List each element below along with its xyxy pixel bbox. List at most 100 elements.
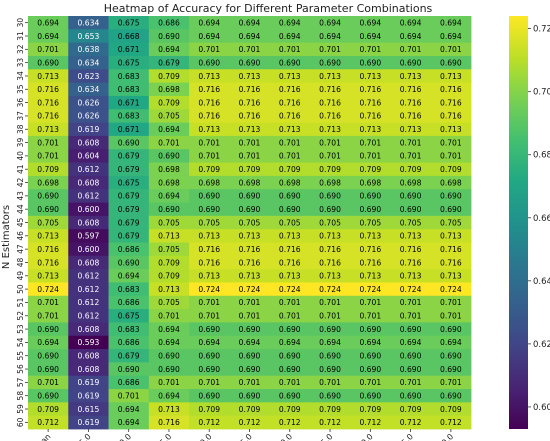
heatmap-cell (108, 42, 150, 57)
heatmap-cell (108, 202, 150, 217)
cell-value-label: 0.705 (440, 218, 462, 227)
heatmap-cell (430, 375, 472, 390)
heatmap-cell (269, 362, 311, 377)
y-tick-label: 55 (16, 351, 25, 361)
heatmap-cell (350, 29, 391, 44)
heatmap-cell (28, 42, 69, 57)
heatmap-cell (68, 189, 109, 203)
colorbar-tick-label: 0.70 (533, 88, 550, 98)
y-tick-label: 56 (16, 364, 25, 374)
cell-value-label: 0.690 (440, 365, 462, 374)
cell-value-label: 0.694 (158, 45, 180, 54)
heatmap-cell (269, 349, 311, 363)
heatmap-cell (68, 269, 109, 283)
heatmap-cell (269, 402, 311, 417)
cell-value-label: 0.701 (279, 298, 301, 307)
heatmap-cell (309, 349, 351, 363)
cell-value-label: 0.694 (400, 32, 422, 41)
heatmap-cell (269, 375, 311, 390)
cell-value-label: 0.690 (37, 391, 59, 400)
heatmap-cell (68, 242, 109, 257)
cell-value-label: 0.716 (400, 98, 422, 107)
cell-value-label: 0.709 (158, 98, 180, 107)
cell-value-label: 0.701 (319, 298, 341, 307)
heatmap-cell (28, 69, 69, 84)
cell-value-label: 0.604 (78, 152, 100, 161)
heatmap-cell (68, 335, 109, 350)
y-tick-label: 46 (16, 231, 25, 241)
cell-value-label: 0.713 (198, 272, 220, 281)
cell-value-label: 0.709 (440, 165, 462, 174)
cell-value-label: 0.608 (78, 218, 100, 227)
cell-value-label: 0.619 (78, 418, 100, 427)
cell-value-label: 0.690 (319, 192, 341, 201)
y-tick-label: 31 (16, 31, 25, 41)
y-tick-label: 52 (16, 311, 25, 321)
heatmap-cell (390, 189, 432, 203)
heatmap-cell (269, 149, 311, 163)
heatmap-cell (269, 122, 311, 137)
heatmap-cell (229, 402, 271, 417)
cell-value-label: 0.698 (158, 165, 180, 174)
cell-value-label: 0.716 (359, 245, 381, 254)
cell-value-label: 0.713 (359, 72, 381, 81)
heatmap-cell (390, 309, 432, 323)
cell-value-label: 0.615 (78, 405, 100, 414)
heatmap-cell (28, 29, 69, 44)
heatmap-cell (350, 149, 391, 163)
heatmap-cell (108, 269, 150, 283)
cell-value-label: 0.716 (400, 258, 422, 267)
cell-value-label: 0.716 (279, 98, 301, 107)
cell-value-label: 0.705 (37, 218, 59, 227)
heatmap-cell (68, 282, 109, 297)
cell-value-label: 0.705 (279, 218, 301, 227)
heatmap-cell (229, 375, 271, 390)
heatmap-cell (28, 349, 69, 363)
heatmap-cell (229, 362, 271, 377)
cell-value-label: 0.608 (78, 365, 100, 374)
heatmap-cell (269, 295, 311, 310)
heatmap-cell (68, 29, 109, 44)
heatmap-cell (189, 69, 230, 84)
cell-value-label: 0.671 (118, 125, 140, 134)
heatmap-cell (148, 349, 190, 363)
cell-value-label: 0.679 (118, 205, 140, 214)
y-tick-label: 57 (16, 377, 25, 387)
heatmap-cell (350, 269, 391, 283)
cell-value-label: 0.713 (239, 72, 261, 81)
cell-value-label: 0.694 (359, 18, 381, 27)
y-tick-label: 48 (16, 257, 25, 267)
cell-value-label: 0.716 (440, 112, 462, 121)
heatmap-cell (28, 295, 69, 310)
heatmap-cell (28, 95, 69, 110)
heatmap-cell (108, 282, 150, 297)
heatmap-cell (28, 389, 69, 403)
y-tick-label: 43 (16, 191, 25, 201)
heatmap-cell (350, 389, 391, 403)
cell-value-label: 0.690 (37, 365, 59, 374)
cell-value-label: 0.701 (198, 152, 220, 161)
cell-value-label: 0.690 (440, 352, 462, 361)
cell-value-label: 0.690 (400, 352, 422, 361)
cell-value-label: 0.694 (400, 18, 422, 27)
cell-value-label: 0.701 (279, 312, 301, 321)
heatmap-cell (229, 322, 271, 337)
heatmap-cell (390, 202, 432, 217)
heatmap-cell (68, 69, 109, 84)
cell-value-label: 0.709 (359, 165, 381, 174)
heatmap-cell (390, 255, 432, 270)
cell-value-label: 0.716 (198, 245, 220, 254)
cell-value-label: 0.690 (400, 205, 422, 214)
heatmap-cell (269, 29, 311, 44)
heatmap-cell (430, 42, 472, 57)
heatmap-cell (148, 229, 190, 243)
cell-value-label: 0.716 (319, 258, 341, 267)
heatmap-cell (68, 362, 109, 377)
heatmap-cell (390, 335, 432, 350)
cell-value-label: 0.701 (37, 298, 59, 307)
cell-value-label: 0.690 (158, 365, 180, 374)
cell-value-label: 0.668 (118, 32, 140, 41)
heatmap-cell (28, 282, 69, 297)
cell-value-label: 0.713 (440, 272, 462, 281)
cell-value-label: 0.716 (279, 245, 301, 254)
